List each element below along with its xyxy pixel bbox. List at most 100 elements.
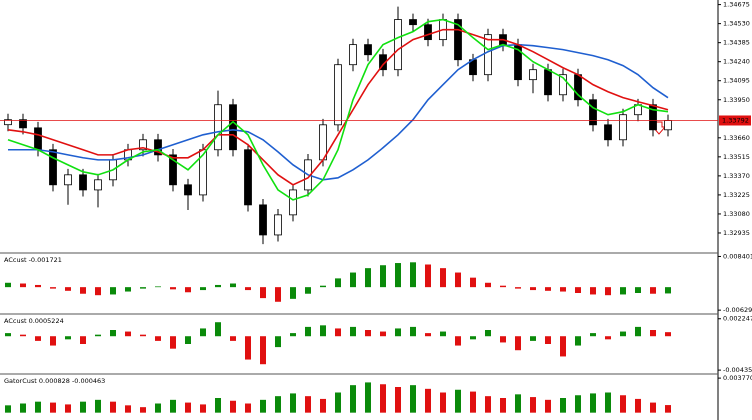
histogram-bar [110,330,116,337]
histogram-bar [155,286,161,288]
histogram-bar [245,336,251,360]
histogram-bar [5,282,11,288]
histogram-bar [155,403,161,413]
histogram-bar [635,287,641,293]
y-tick-label: 1.33080 [723,210,750,218]
histogram-bar [530,397,536,413]
histogram-bar [275,287,281,302]
histogram-bar [425,333,431,337]
histogram-bar [335,392,341,413]
histogram-bar [635,398,641,413]
histogram-bar [590,393,596,413]
y-tick-label: 1.34530 [723,20,750,28]
histogram-bar [440,268,446,288]
histogram-bar [350,326,356,337]
histogram-bar [665,405,671,413]
histogram-bar [560,287,566,292]
candle-body [19,119,27,129]
candle-body [184,184,192,196]
histogram-bar [440,331,446,337]
histogram-bar [170,336,176,349]
histogram-bar [5,405,11,413]
histogram-bar [575,395,581,413]
histogram-bar [245,287,251,291]
histogram-bar [455,272,461,288]
y-tick-label: -0.0043569 [723,366,752,374]
y-tick-label: 0.003770 [723,374,752,382]
histogram-bar [575,287,581,293]
histogram-bar [125,405,131,413]
histogram-bar [185,336,191,344]
histogram-bar [275,336,281,348]
current-price-label: 1.33792 [722,116,749,124]
candle-body [64,174,72,186]
histogram-bar [665,332,671,337]
histogram-bar [335,278,341,288]
histogram-bar [260,336,266,365]
candle-body [649,104,657,131]
y-tick-label: 0.008401 [723,252,752,260]
histogram-bar [155,336,161,341]
histogram-bar [605,287,611,296]
histogram-bar [230,336,236,341]
histogram-bar [170,287,176,290]
histogram-bar [500,398,506,413]
candle-body [394,19,402,71]
y-tick-label: 1.34095 [723,77,750,85]
y-tick-label: 1.33370 [723,172,750,180]
candle-body [154,139,162,156]
histogram-bar [365,268,371,288]
candle-body [364,44,372,56]
y-tick-label: 1.33225 [723,191,750,199]
histogram-bar [125,331,131,337]
histogram-bar [410,385,416,413]
candle-body [484,34,492,76]
histogram-bar [485,330,491,337]
histogram-bar [320,285,326,288]
histogram-bar [65,287,71,291]
candle-body [34,127,42,151]
histogram-bar [380,265,386,288]
candle-body [559,74,567,96]
histogram-bar [410,326,416,337]
y-tick-label: 1.34675 [723,1,750,9]
moving-average-line [7,18,669,201]
histogram-bar [485,282,491,288]
histogram-bar [320,398,326,413]
y-tick-label: 1.33515 [723,153,750,161]
histogram-bar [410,262,416,288]
histogram-bar [200,328,206,337]
histogram-bar [50,402,56,413]
histogram-bar [365,382,371,413]
candle-body [334,64,342,126]
histogram-bar [185,402,191,413]
histogram-bar [320,325,326,337]
panel-label: ACcust -0.001721 [4,256,62,264]
histogram-bar [125,287,131,292]
candle-body [664,120,672,131]
histogram-bar [515,394,521,413]
histogram-bar [350,272,356,288]
histogram-bar [305,396,311,413]
histogram-bar [575,336,581,346]
histogram-bar [335,328,341,337]
histogram-bar [620,395,626,413]
y-tick-label: 0.0022470 [723,315,752,323]
histogram-bar [95,399,101,413]
candle-body [139,139,147,151]
candle-body [349,44,357,66]
histogram-bar [65,404,71,413]
histogram-bar [380,384,386,413]
histogram-bar [290,333,296,337]
candle-body [229,104,237,151]
candle-body [409,19,417,26]
histogram-bar [500,336,506,343]
histogram-bar [650,402,656,413]
histogram-bar [95,287,101,296]
histogram-bar [500,285,506,288]
histogram-bar [20,334,26,337]
candle-body [619,114,627,141]
histogram-bar [470,391,476,413]
histogram-bar [560,336,566,357]
histogram-bar [275,396,281,413]
